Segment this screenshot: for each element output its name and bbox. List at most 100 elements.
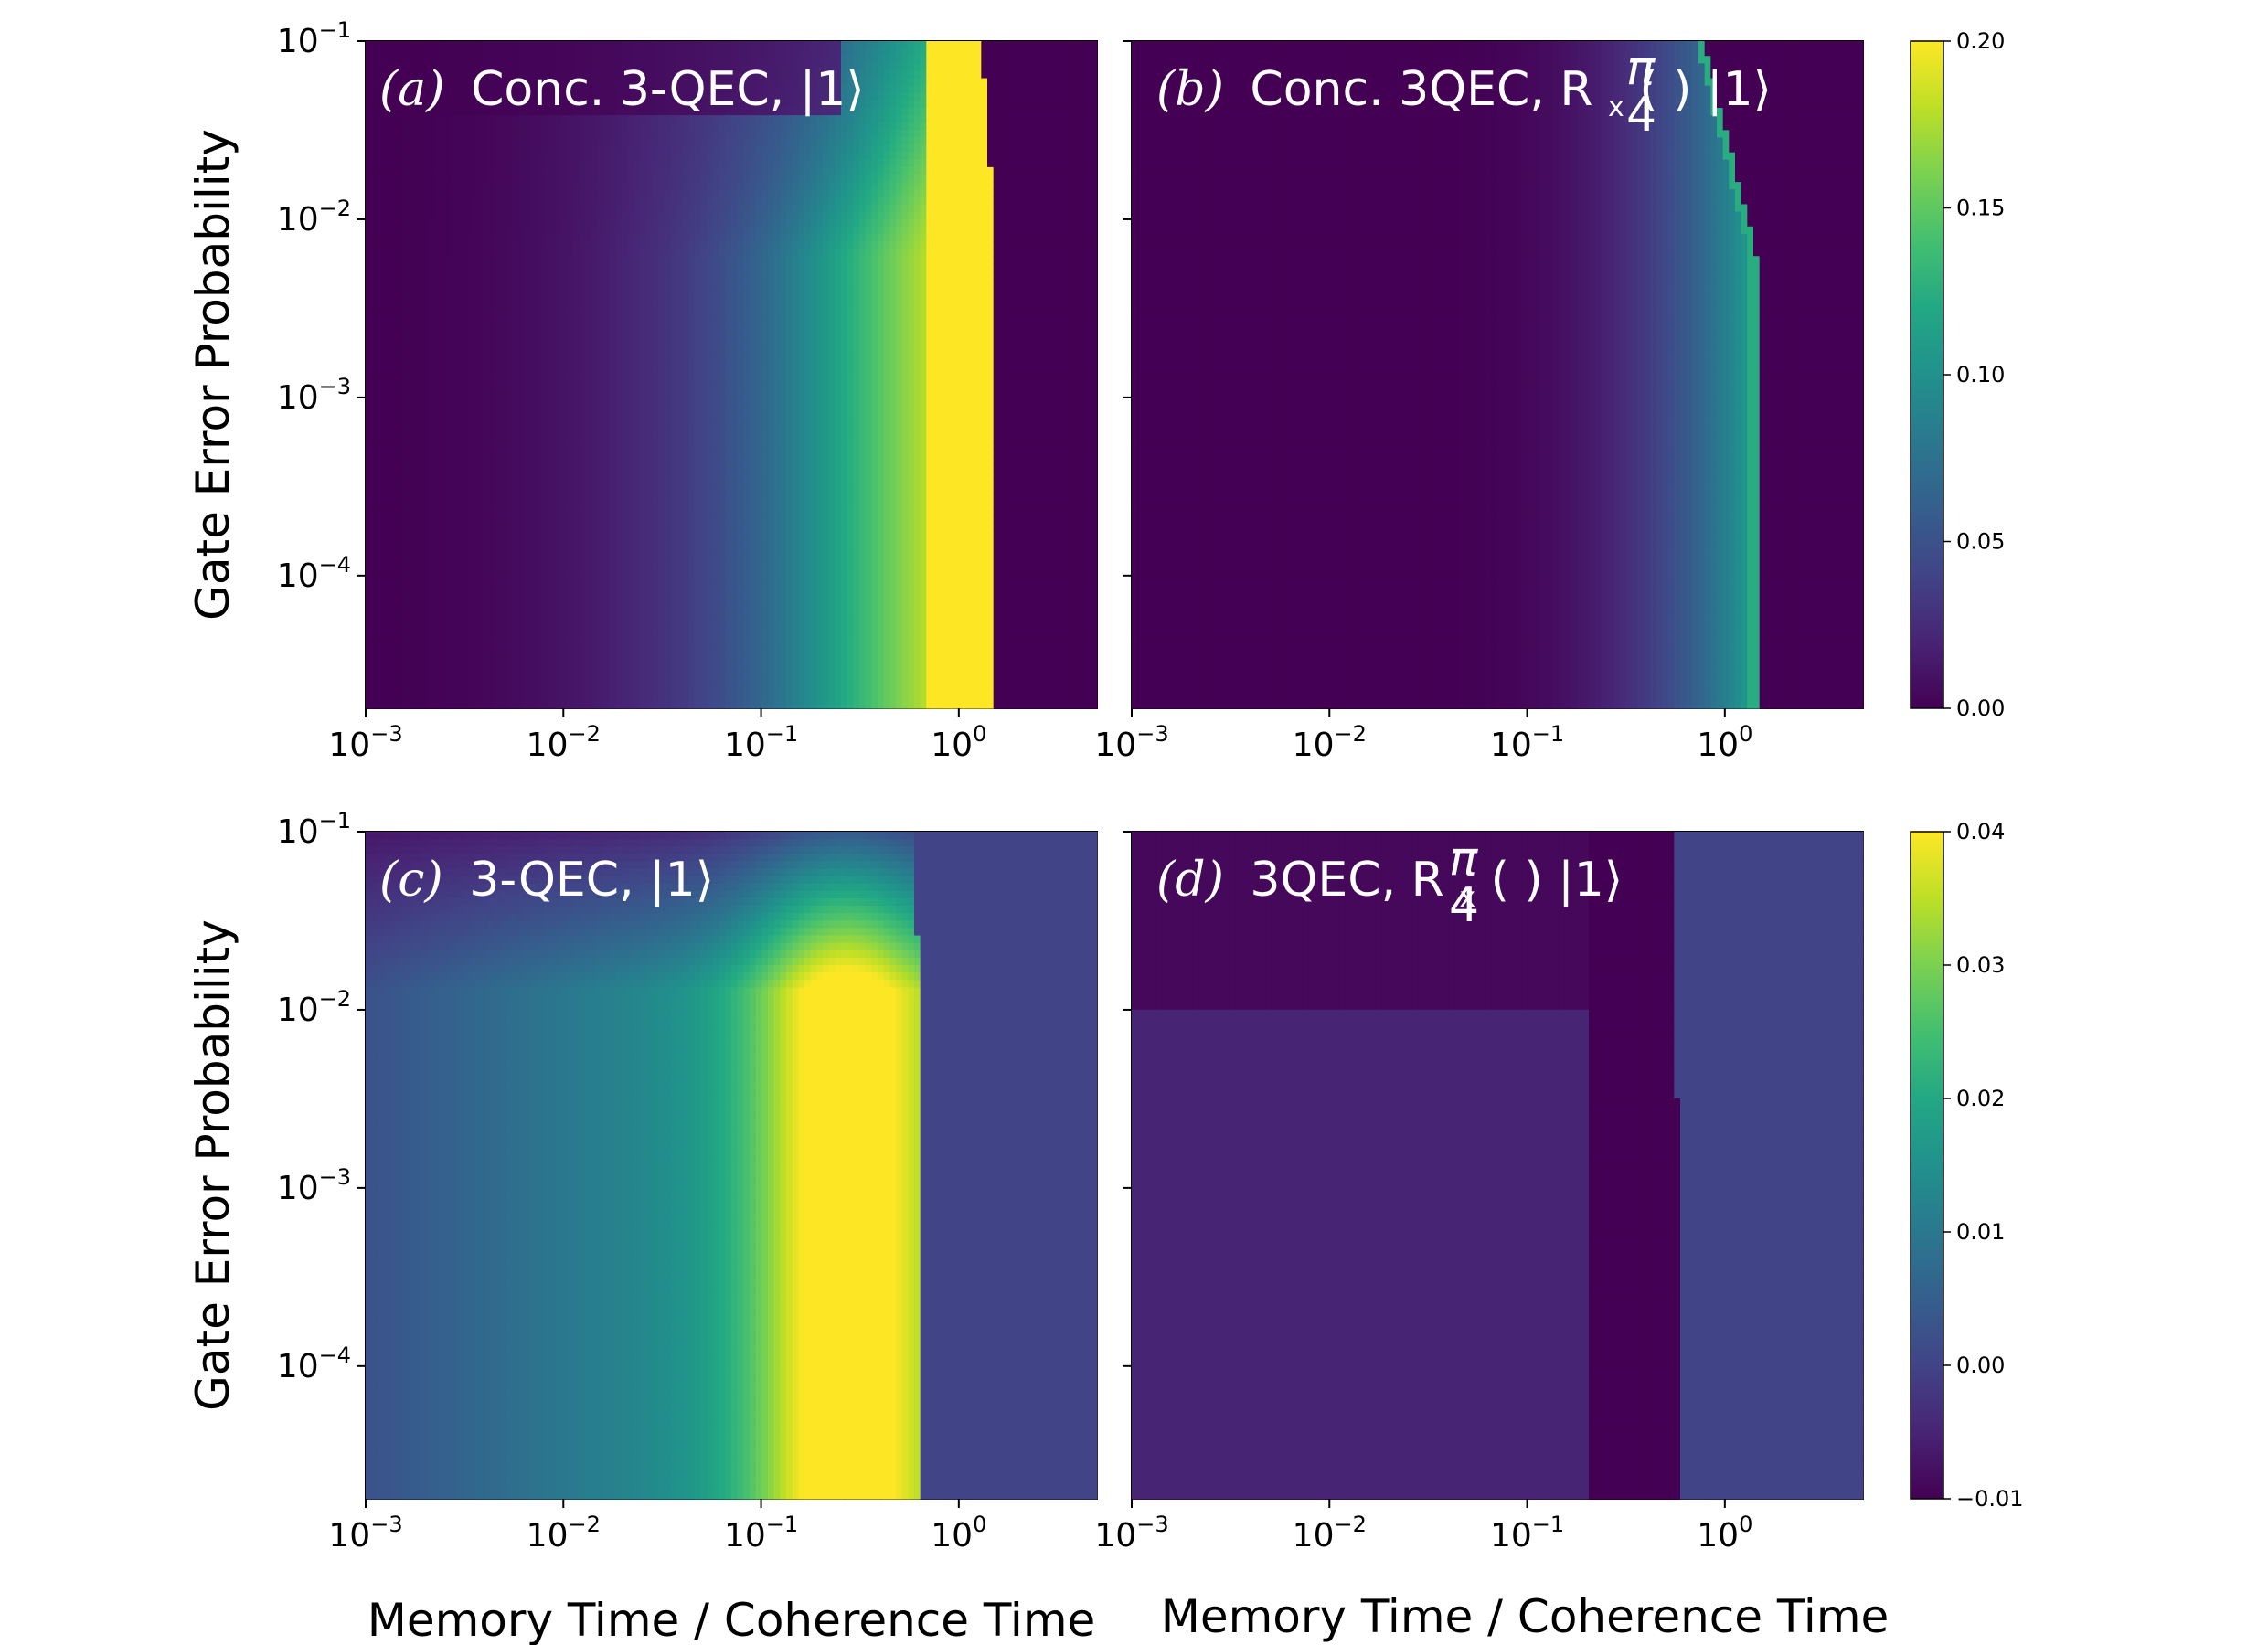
heatmap-cell-a <box>506 546 512 554</box>
heatmap-cell-a <box>530 219 537 228</box>
heatmap-cell-a <box>409 575 415 583</box>
heatmap-cell-a <box>390 515 397 524</box>
heatmap-cell-a <box>585 589 591 598</box>
heatmap-cell-a <box>506 382 512 390</box>
heatmap-cell-a <box>548 471 555 479</box>
heatmap-cell-a <box>378 204 384 212</box>
heatmap-cell-a <box>537 271 543 279</box>
heatmap-cell-a <box>463 153 470 161</box>
heatmap-cell-a <box>427 434 433 442</box>
heatmap-cell-a <box>409 189 415 197</box>
heatmap-cell-a <box>615 48 622 57</box>
heatmap-cell-a <box>622 515 628 524</box>
heatmap-cell-a <box>548 441 555 450</box>
heatmap-cell-a <box>469 219 475 228</box>
heatmap-cell-a <box>560 196 567 205</box>
heatmap-cell-a <box>530 263 537 271</box>
heatmap-cell-a <box>390 479 397 487</box>
heatmap-cell-a <box>524 182 530 190</box>
heatmap-cell-a <box>494 686 500 695</box>
heatmap-cell-a <box>500 175 506 183</box>
heatmap-cell-a <box>457 204 463 212</box>
heatmap-cell-a <box>603 412 610 420</box>
heatmap-cell-a <box>603 41 610 49</box>
heatmap-cell-a <box>585 471 591 479</box>
heatmap-cell-a <box>530 537 537 546</box>
heatmap-cell-a <box>579 427 585 435</box>
heatmap-cell-a <box>597 189 603 197</box>
heatmap-cell-a <box>622 634 628 642</box>
heatmap-cell-a <box>482 375 488 383</box>
heatmap-cell-a <box>463 427 470 435</box>
heatmap-cell-a <box>366 345 372 354</box>
heatmap-cell-a <box>439 671 445 679</box>
heatmap-cell-a <box>366 204 372 212</box>
heatmap-cell-a <box>591 360 598 368</box>
heatmap-cell-a <box>610 508 616 516</box>
heatmap-cell-a <box>384 160 390 168</box>
heatmap-cell-a <box>530 145 537 154</box>
heatmap-cell-a <box>384 494 390 502</box>
heatmap-cell-a <box>372 441 378 450</box>
heatmap-cell-a <box>506 219 512 228</box>
heatmap-cell-a <box>560 560 567 568</box>
heatmap-cell-a <box>615 412 622 420</box>
heatmap-cell-a <box>475 642 482 650</box>
heatmap-cell-a <box>414 286 421 294</box>
heatmap-cell-a <box>372 449 378 457</box>
heatmap-cell-a <box>439 642 445 650</box>
heatmap-cell-a <box>463 463 470 472</box>
heatmap-cell-a <box>542 145 548 154</box>
heatmap-cell-a <box>372 79 378 87</box>
heatmap-cell-a <box>506 575 512 583</box>
heatmap-cell-a <box>506 153 512 161</box>
heatmap-cell-a <box>591 620 598 628</box>
heatmap-cell-a <box>457 627 463 635</box>
heatmap-cell-a <box>396 649 402 657</box>
heatmap-cell-a <box>506 145 512 154</box>
heatmap-cell-a <box>573 612 580 621</box>
heatmap-cell-a <box>451 345 457 354</box>
heatmap-cell-a <box>610 463 616 472</box>
heatmap-cell-a <box>494 620 500 628</box>
heatmap-cell-a <box>378 279 384 287</box>
heatmap-cell-a <box>396 219 402 228</box>
heatmap-cell-a <box>500 367 506 376</box>
heatmap-cell-a <box>439 227 445 235</box>
heatmap-cell-a <box>469 479 475 487</box>
heatmap-cell-a <box>542 323 548 331</box>
heatmap-cell-a <box>432 212 439 220</box>
heatmap-cell-a <box>445 122 452 131</box>
heatmap-cell-a <box>402 286 409 294</box>
heatmap-cell-a <box>560 189 567 197</box>
heatmap-cell-a <box>530 663 537 672</box>
heatmap-cell-a <box>560 427 567 435</box>
heatmap-cell-a <box>518 663 525 672</box>
heatmap-cell-a <box>457 441 463 450</box>
heatmap-cell-a <box>378 412 384 420</box>
heatmap-cell-a <box>366 419 372 428</box>
heatmap-cell-a <box>542 182 548 190</box>
heatmap-cell-a <box>366 108 372 116</box>
heatmap-cell-a <box>524 486 530 494</box>
heatmap-cell-a <box>402 271 409 279</box>
heatmap-cell-a <box>432 301 439 309</box>
heatmap-cell-a <box>530 167 537 175</box>
heatmap-cell-a <box>378 620 384 628</box>
heatmap-cell-a <box>622 41 628 49</box>
heatmap-cell-a <box>396 234 402 242</box>
heatmap-cell-a <box>457 286 463 294</box>
heatmap-cell-a <box>494 41 500 49</box>
heatmap-cell-a <box>409 642 415 650</box>
heatmap-cell-a <box>518 627 525 635</box>
heatmap-cell-a <box>494 701 500 709</box>
heatmap-cell-a <box>573 397 580 405</box>
heatmap-cell-a <box>396 286 402 294</box>
heatmap-cell-a <box>542 663 548 672</box>
heatmap-cell-a <box>390 293 397 302</box>
heatmap-cell-a <box>457 48 463 57</box>
heatmap-cell-a <box>591 219 598 228</box>
heatmap-cell-a <box>548 360 555 368</box>
heatmap-cell-a <box>512 649 518 657</box>
heatmap-cell-a <box>396 694 402 702</box>
